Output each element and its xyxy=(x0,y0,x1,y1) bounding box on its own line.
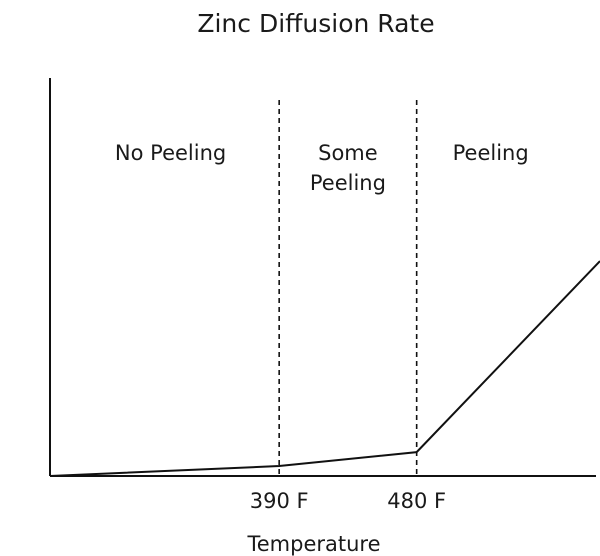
region-label-2-line-2: Peeling xyxy=(310,171,386,195)
x-axis-label: Temperature xyxy=(246,532,380,556)
x-tick-390: 390 F xyxy=(250,489,309,513)
region-label-1-line-1: No Peeling xyxy=(115,141,226,165)
series-group xyxy=(49,260,600,477)
region-label-2-line-1: Some xyxy=(318,141,378,165)
x-tick-480: 480 F xyxy=(387,489,446,513)
chart-title: Zinc Diffusion Rate xyxy=(197,9,434,38)
x-tick-labels: 390 F 480 F xyxy=(250,489,446,513)
region-label-3-line-1: Peeling xyxy=(453,141,529,165)
region-labels: No Peeling Some Peeling Peeling xyxy=(115,141,529,195)
series-line-1 xyxy=(49,260,600,477)
